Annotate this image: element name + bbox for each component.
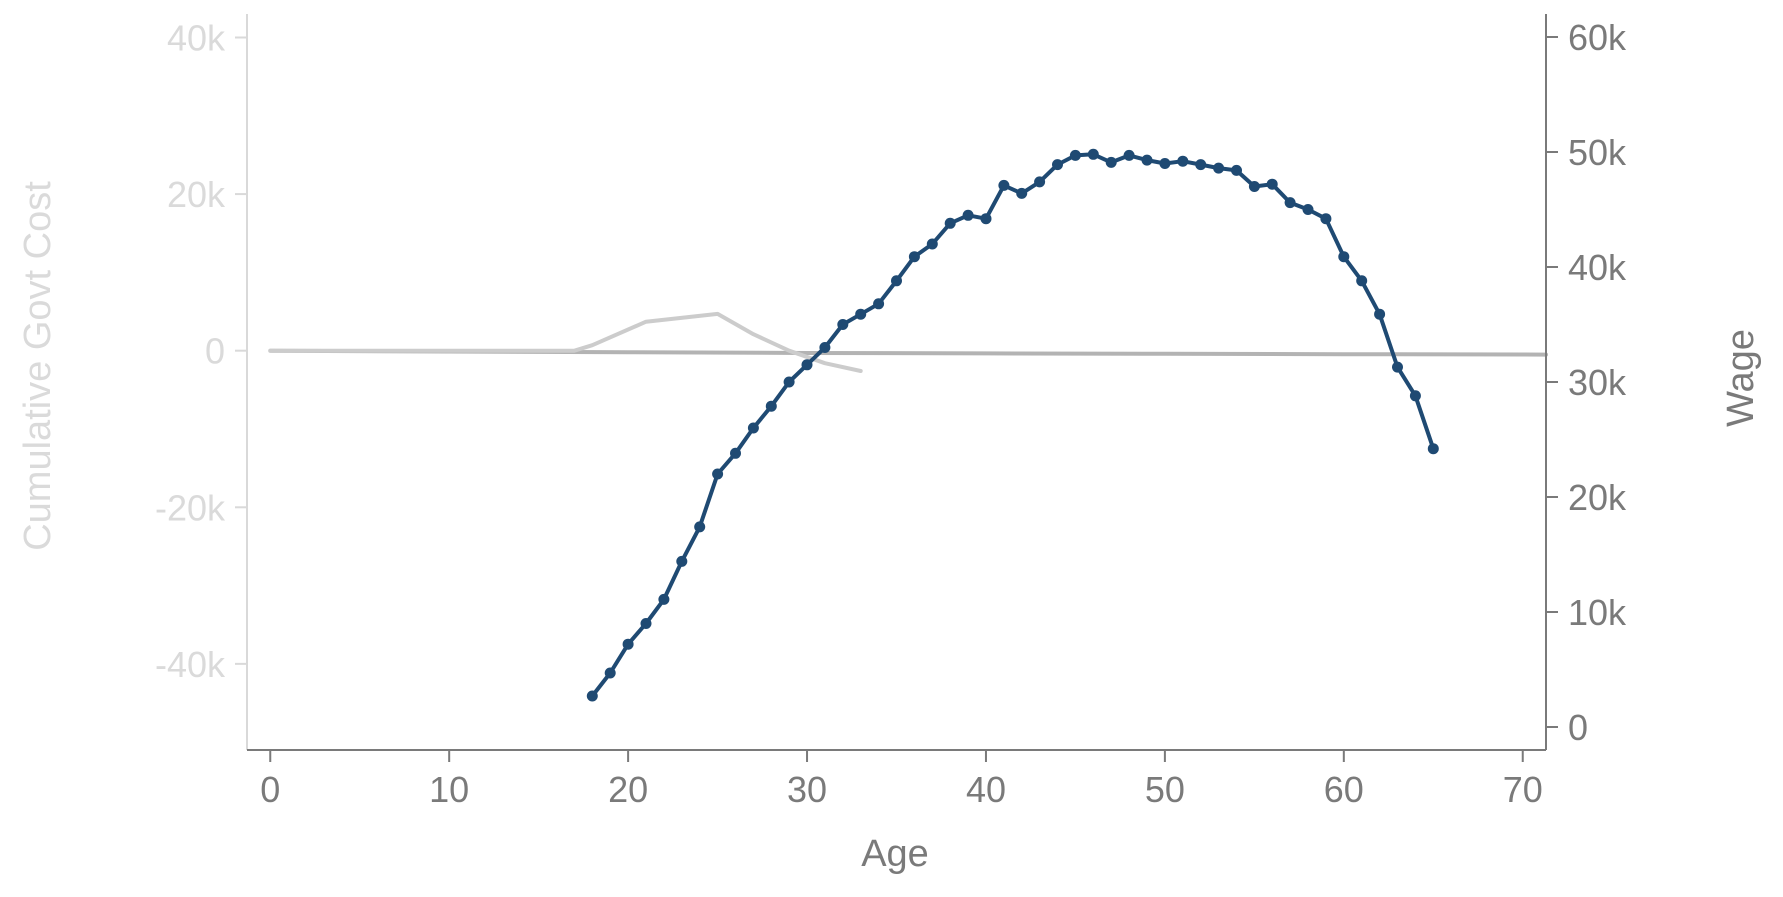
series-point — [1284, 197, 1296, 209]
series-point — [1123, 149, 1135, 161]
series-point — [1159, 158, 1171, 169]
series-point — [801, 359, 813, 371]
series-point — [855, 308, 867, 320]
x-tick-label: 50 — [1145, 769, 1185, 810]
series-point — [622, 638, 634, 650]
series-point — [926, 238, 938, 250]
y-right-tick-label: 10k — [1568, 592, 1627, 633]
series-point — [1016, 187, 1028, 199]
y-left-axis-title: Cumulative Govt Cost — [17, 181, 59, 551]
series-point — [962, 209, 974, 221]
series-point — [1320, 213, 1332, 225]
series-point — [730, 447, 741, 459]
series-point — [1034, 176, 1046, 188]
y-left-tick-label: 40k — [167, 17, 226, 58]
x-tick-label: 10 — [429, 769, 469, 810]
series-point — [712, 468, 724, 480]
series-point — [747, 422, 759, 434]
series-point — [1141, 154, 1153, 166]
series-point — [1392, 361, 1403, 373]
series-point — [908, 251, 920, 263]
series-layer — [268, 148, 1548, 702]
series-point — [873, 298, 885, 310]
series-point — [998, 179, 1010, 191]
series-point — [765, 400, 777, 412]
x-tick-label: 60 — [1324, 769, 1364, 810]
series-point — [1177, 155, 1189, 167]
series-point — [604, 667, 616, 679]
series-point — [676, 555, 688, 567]
axes-layer: -40k -20k 0 20k 40k 0 10k 20k 30k 40k 50k 60k 0 10 20 3… — [155, 14, 1627, 810]
series-point — [640, 618, 652, 629]
series-point — [1248, 181, 1260, 192]
x-tick-label: 30 — [787, 769, 827, 810]
y-left-tick-label: -40k — [155, 644, 226, 685]
y-right-tick-label: 0 — [1568, 707, 1588, 748]
x-axis-title: Age — [861, 833, 929, 875]
series-point — [1374, 308, 1386, 320]
x-tick-label: 70 — [1503, 769, 1543, 810]
series-point — [1427, 443, 1439, 455]
series-point — [1338, 251, 1350, 263]
y-right-tick-label: 20k — [1568, 477, 1627, 518]
x-tick-label: 20 — [608, 769, 648, 810]
series-point — [980, 213, 992, 225]
series-line-1 — [268, 311, 863, 373]
series-point — [1231, 164, 1242, 176]
y-right-tick-label: 40k — [1568, 247, 1627, 288]
series-point — [1105, 156, 1117, 168]
y-left-tick-label: 20k — [167, 174, 226, 215]
series-point — [1069, 149, 1081, 161]
y-right-axis-title: Wage — [1720, 329, 1762, 427]
x-tick-label: 0 — [260, 769, 280, 810]
y-left-tick-label: -20k — [155, 487, 226, 528]
series-line-0 — [590, 152, 1436, 698]
series-point — [944, 217, 956, 229]
y-left-tick-label: 0 — [205, 331, 225, 372]
y-right-tick-label: 60k — [1568, 17, 1627, 58]
series-point — [891, 275, 902, 287]
series-point — [694, 521, 706, 533]
series-point — [1409, 390, 1421, 402]
series-point — [586, 690, 598, 702]
series-point — [1302, 204, 1314, 215]
series-point — [1356, 275, 1368, 287]
series-point — [1266, 178, 1278, 190]
y-right-tick-label: 50k — [1568, 132, 1627, 173]
y-right-tick-label: 30k — [1568, 362, 1627, 403]
series-point — [819, 342, 831, 353]
series-point — [1195, 159, 1207, 171]
series-point — [783, 376, 795, 388]
series-point — [658, 593, 670, 605]
series-point — [837, 319, 849, 330]
series-point — [1052, 159, 1063, 171]
series-point — [1087, 148, 1099, 160]
x-tick-label: 40 — [966, 769, 1006, 810]
series-point — [1213, 162, 1225, 174]
